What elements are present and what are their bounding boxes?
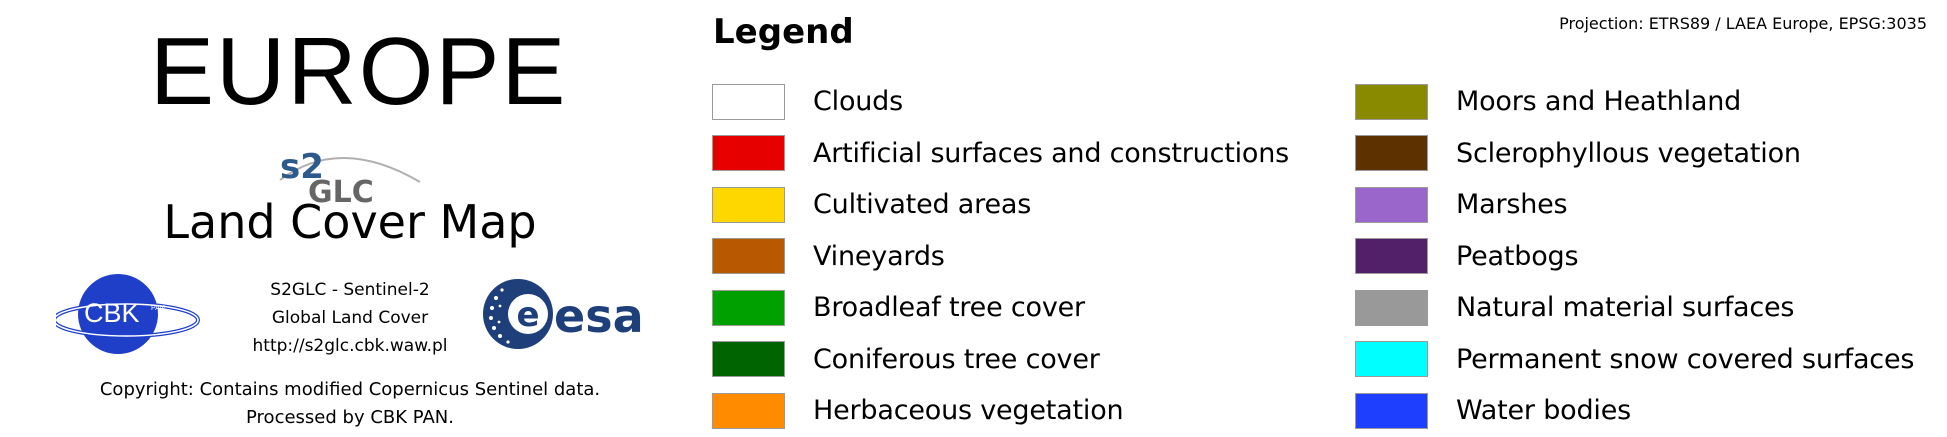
legend-item-clouds: Clouds bbox=[712, 76, 1289, 128]
legend-label: Coniferous tree cover bbox=[813, 343, 1100, 375]
legend-label: Peatbogs bbox=[1456, 240, 1579, 272]
project-info: S2GLC - Sentinel-2 Global Land Cover htt… bbox=[220, 276, 480, 360]
legend-label: Marshes bbox=[1456, 189, 1568, 221]
cbk-logo: CBK PAN bbox=[56, 274, 200, 354]
legend-item-cultivated-areas: Cultivated areas bbox=[712, 179, 1289, 231]
legend-label: Natural material surfaces bbox=[1456, 292, 1795, 324]
projection-label: Projection: ETRS89 / LAEA Europe, EPSG:3… bbox=[1559, 14, 1927, 33]
logo-glc-text: GLC bbox=[308, 175, 374, 210]
s2glc-logo: s2 GLC bbox=[279, 147, 421, 210]
legend-label: Vineyards bbox=[813, 240, 945, 272]
legend-item-broadleaf-tree-cover: Broadleaf tree cover bbox=[712, 282, 1289, 334]
legend-item-vineyards: Vineyards bbox=[712, 231, 1289, 283]
legend-swatch bbox=[1355, 83, 1428, 120]
copyright-line: Copyright: Contains modified Copernicus … bbox=[99, 379, 601, 400]
project-url: http://s2glc.cbk.waw.pl bbox=[252, 336, 448, 356]
map-title: EUROPE bbox=[150, 18, 568, 125]
legend-swatch bbox=[1355, 341, 1428, 378]
legend-item-marshes: Marshes bbox=[1355, 179, 1914, 231]
legend-item-permanent-snow: Permanent snow covered surfaces bbox=[1355, 334, 1914, 386]
legend-swatch bbox=[1355, 186, 1428, 223]
legend-item-peatbogs: Peatbogs bbox=[1355, 231, 1914, 283]
cbk-small-text: PAN bbox=[151, 305, 165, 312]
project-description: Global Land Cover bbox=[271, 308, 429, 328]
legend-swatch bbox=[1355, 392, 1428, 429]
project-name: S2GLC - Sentinel-2 bbox=[270, 280, 430, 300]
legend-item-artificial-surfaces: Artificial surfaces and constructions bbox=[712, 128, 1289, 180]
legend-column-right: Moors and Heathland Sclerophyllous veget… bbox=[1355, 76, 1914, 437]
legend-swatch bbox=[712, 83, 785, 120]
legend-swatch bbox=[1355, 289, 1428, 326]
legend-label: Herbaceous vegetation bbox=[813, 395, 1124, 427]
legend-swatch bbox=[712, 392, 785, 429]
legend-label: Cultivated areas bbox=[813, 189, 1032, 221]
svg-text:e: e bbox=[516, 295, 539, 335]
logo-s2-text: s2 bbox=[280, 147, 324, 187]
legend-swatch bbox=[712, 289, 785, 326]
esa-dotted-sphere: e bbox=[483, 279, 553, 349]
esa-text: esa bbox=[554, 289, 644, 343]
legend-item-herbaceous-vegetation: Herbaceous vegetation bbox=[712, 385, 1289, 437]
copyright-notice: Copyright: Contains modified Copernicus … bbox=[60, 376, 640, 432]
cbk-text: CBK bbox=[84, 298, 140, 328]
processed-by-line: Processed by CBK PAN. bbox=[246, 407, 454, 428]
legend-swatch bbox=[712, 186, 785, 223]
legend-label: Moors and Heathland bbox=[1456, 86, 1742, 118]
legend-swatch bbox=[1355, 135, 1428, 172]
legend-item-moors-and-heathland: Moors and Heathland bbox=[1355, 76, 1914, 128]
legend-swatch bbox=[712, 238, 785, 275]
legend-column-left: Clouds Artificial surfaces and construct… bbox=[712, 76, 1289, 437]
esa-logo: e esa bbox=[483, 279, 644, 349]
legend-label: Water bodies bbox=[1456, 395, 1631, 427]
legend-label: Permanent snow covered surfaces bbox=[1456, 343, 1915, 375]
legend-swatch bbox=[1355, 238, 1428, 275]
legend-swatch bbox=[712, 341, 785, 378]
legend-label: Clouds bbox=[813, 86, 903, 118]
logo-arc bbox=[279, 157, 421, 183]
legend-swatch bbox=[712, 135, 785, 172]
legend-label: Sclerophyllous vegetation bbox=[1456, 137, 1801, 169]
legend-label: Broadleaf tree cover bbox=[813, 292, 1085, 324]
map-subtitle: Land Cover Map bbox=[163, 195, 537, 249]
legend-item-water-bodies: Water bodies bbox=[1355, 385, 1914, 437]
legend-label: Artificial surfaces and constructions bbox=[813, 137, 1290, 169]
legend-item-natural-material-surfaces: Natural material surfaces bbox=[1355, 282, 1914, 334]
legend-item-sclerophyllous-vegetation: Sclerophyllous vegetation bbox=[1355, 128, 1914, 180]
legend-title: Legend bbox=[713, 12, 854, 52]
legend-item-coniferous-tree-cover: Coniferous tree cover bbox=[712, 334, 1289, 386]
